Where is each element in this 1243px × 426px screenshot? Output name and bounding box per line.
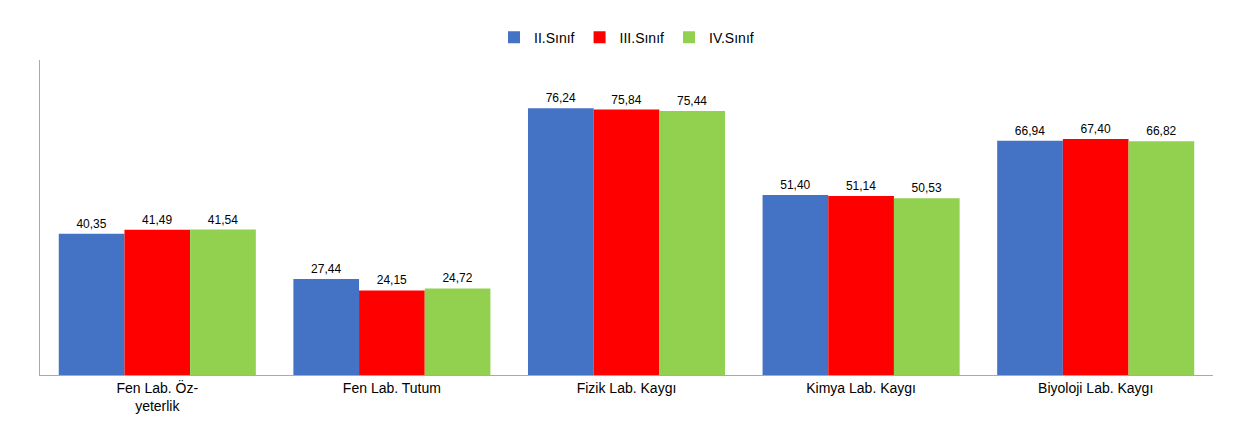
svg-text:41,54: 41,54: [208, 213, 238, 227]
svg-text:II.Sınıf: II.Sınıf: [534, 30, 575, 46]
svg-text:51,14: 51,14: [846, 179, 876, 193]
svg-text:IV.Sınıf: IV.Sınıf: [709, 30, 754, 46]
svg-text:75,84: 75,84: [611, 93, 641, 107]
svg-text:75,44: 75,44: [677, 94, 707, 108]
svg-text:Kimya Lab. Kaygı: Kimya Lab. Kaygı: [806, 380, 916, 396]
svg-text:66,82: 66,82: [1146, 124, 1176, 138]
svg-text:51,40: 51,40: [780, 178, 810, 192]
svg-text:40,35: 40,35: [76, 217, 106, 231]
svg-text:50,53: 50,53: [912, 181, 942, 195]
svg-text:Biyoloji Lab. Kaygı: Biyoloji Lab. Kaygı: [1038, 380, 1153, 396]
svg-text:67,40: 67,40: [1081, 122, 1111, 136]
svg-text:76,24: 76,24: [546, 91, 576, 105]
svg-text:Fizik Lab. Kaygı: Fizik Lab. Kaygı: [577, 380, 677, 396]
svg-text:66,94: 66,94: [1015, 124, 1045, 138]
svg-text:24,15: 24,15: [377, 273, 407, 287]
svg-text:III.Sınıf: III.Sınıf: [620, 30, 664, 46]
svg-text:41,49: 41,49: [142, 213, 172, 227]
svg-text:24,72: 24,72: [442, 271, 472, 285]
svg-text:Fen Lab. Öz-yeterlik: Fen Lab. Öz-yeterlik: [116, 379, 198, 414]
svg-text:27,44: 27,44: [311, 262, 341, 276]
svg-text:Fen Lab. Tutum: Fen Lab. Tutum: [343, 380, 441, 396]
